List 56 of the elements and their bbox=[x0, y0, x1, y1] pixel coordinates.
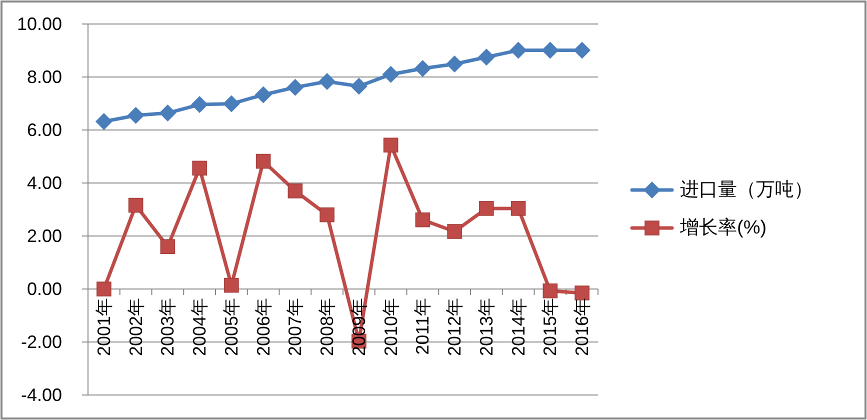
point bbox=[160, 239, 176, 254]
x-tick-label: 2007年 bbox=[285, 298, 306, 356]
point bbox=[542, 42, 559, 59]
y-tick-label: 8.00 bbox=[26, 67, 62, 87]
x-tick-label: 2008年 bbox=[317, 298, 338, 356]
point bbox=[510, 42, 527, 59]
y-tick-label: 4.00 bbox=[26, 173, 62, 193]
point bbox=[127, 106, 144, 124]
point bbox=[383, 138, 398, 153]
point bbox=[256, 154, 271, 169]
x-tick-label: 2016年 bbox=[572, 298, 592, 356]
point bbox=[318, 73, 336, 90]
y-tick-label: 10.00 bbox=[16, 14, 62, 34]
x-tick-label: 2004年 bbox=[190, 298, 210, 356]
point bbox=[128, 198, 144, 213]
x-tick-label: 2001年 bbox=[94, 298, 114, 356]
point bbox=[382, 66, 400, 83]
point bbox=[95, 113, 112, 130]
x-tick-label: 2012年 bbox=[444, 298, 465, 356]
point bbox=[191, 96, 208, 114]
point bbox=[320, 207, 334, 222]
point bbox=[222, 95, 240, 112]
legend-label: 增长率(%) bbox=[679, 216, 767, 238]
point bbox=[415, 212, 430, 228]
x-tick-label: 2003年 bbox=[158, 298, 178, 356]
point bbox=[574, 42, 591, 59]
x-tick-label: 2010年 bbox=[380, 298, 401, 356]
point bbox=[446, 56, 464, 73]
point bbox=[288, 184, 303, 198]
x-tick-label: 2015年 bbox=[540, 298, 560, 356]
x-tick-label: 2005年 bbox=[221, 298, 242, 356]
point bbox=[447, 224, 462, 239]
point bbox=[224, 278, 239, 293]
y-tick-label: -2.00 bbox=[20, 332, 62, 352]
point bbox=[479, 201, 494, 216]
x-tick-label: 2002年 bbox=[126, 298, 146, 356]
x-tick-label: 2011年 bbox=[412, 298, 433, 355]
y-tick-label: 6.00 bbox=[26, 120, 62, 140]
y-tick-label: 2.00 bbox=[26, 226, 62, 246]
point bbox=[478, 48, 495, 66]
x-tick-label: 2006年 bbox=[253, 298, 274, 356]
x-tick-label: 2014年 bbox=[508, 298, 528, 356]
point bbox=[159, 104, 176, 122]
point bbox=[192, 160, 207, 176]
point bbox=[414, 60, 432, 78]
y-tick-label: -4.00 bbox=[20, 385, 62, 405]
x-tick-label: 2013年 bbox=[476, 298, 496, 356]
x-tick-label: 2009年 bbox=[348, 298, 369, 356]
point bbox=[350, 78, 368, 95]
point bbox=[254, 86, 272, 104]
point bbox=[542, 283, 558, 298]
legend-label: 进口量（万吨） bbox=[680, 180, 813, 200]
point bbox=[96, 282, 112, 296]
point bbox=[286, 78, 304, 96]
point bbox=[510, 201, 526, 216]
y-tick-label: 0.00 bbox=[26, 279, 62, 299]
